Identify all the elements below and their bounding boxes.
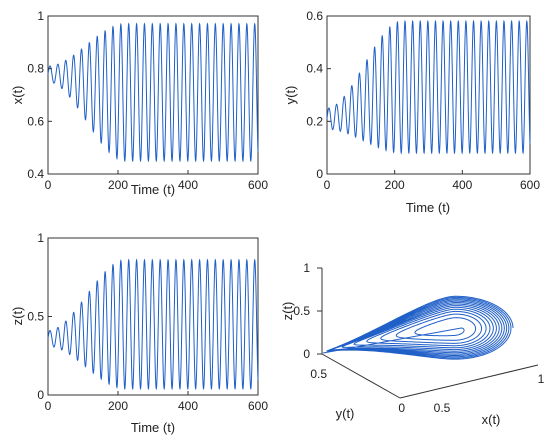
y-series-line — [326, 19, 531, 155]
x-series-line — [47, 22, 259, 163]
z-axis-label: z(t) — [280, 302, 295, 321]
panel-x-time-series: 0.4 0.6 0.8 1 0 200 400 600 Time (t) x(t) — [10, 9, 268, 197]
y-tick-label: 1 — [37, 9, 44, 23]
y-axis-label: y(t) — [336, 406, 355, 421]
y-axis-label: y(t) — [283, 86, 298, 105]
x-axis-label: Time (t) — [131, 420, 175, 435]
y-axis-label: z(t) — [10, 307, 25, 326]
x-tick-label: 1 — [538, 372, 545, 386]
y-tick-label: 0 — [37, 388, 44, 402]
x-axis-line — [399, 364, 539, 399]
y-tick-label: 0.5 — [310, 367, 327, 381]
y-tick-label: 0.6 — [306, 9, 323, 23]
panel-y-time-series: 0 0.2 0.4 0.6 0 200 400 600 Time (t) y(t) — [283, 9, 540, 215]
panel-z-time-series: 0 0.5 1 0 200 400 600 Time (t) z(t) — [10, 231, 268, 435]
x-tick-label: 400 — [178, 399, 198, 413]
x-tick-label: 400 — [452, 178, 472, 192]
y-tick-label: 0.4 — [306, 62, 323, 76]
x-tick-label: 0 — [45, 178, 52, 192]
x-axis-label: Time (t) — [131, 182, 175, 197]
z-tick-label: 0.5 — [293, 304, 310, 318]
x-tick-label: 0.5 — [434, 401, 451, 415]
z-tick-label: 0 — [303, 347, 310, 361]
y-tick-label: 0.6 — [27, 114, 44, 128]
y-tick-label: 0.5 — [27, 310, 44, 324]
y-axis-label: x(t) — [10, 86, 25, 105]
y-tick-label: 1 — [37, 231, 44, 245]
y-tick-label: 0 — [398, 401, 405, 415]
y-axis-line — [321, 353, 401, 399]
x-tick-label: 200 — [108, 399, 128, 413]
y-tick-label: 0.2 — [306, 114, 323, 128]
z-tick-label: 1 — [303, 261, 310, 275]
x-axis-label: Time (t) — [406, 200, 450, 215]
x-axis-label: x(t) — [482, 412, 501, 427]
phase-trajectory-line — [322, 295, 514, 360]
y-tick-label: 0 — [316, 167, 323, 181]
x-tick-label: 400 — [178, 178, 198, 192]
y-tick-label: 0.8 — [27, 62, 44, 76]
x-tick-label: 0 — [324, 178, 331, 192]
z-series-line — [47, 258, 259, 391]
x-tick-label: 600 — [248, 399, 268, 413]
x-tick-label: 200 — [108, 178, 128, 192]
x-tick-label: 600 — [520, 178, 540, 192]
x-tick-label: 0 — [45, 399, 52, 413]
panel-3d-phase-portrait: 1 0.5 0 0.5 0 0.5 1 z(t) y(t) x(t) — [280, 261, 545, 427]
x-tick-label: 600 — [248, 178, 268, 192]
x-tick-label: 200 — [385, 178, 405, 192]
y-tick-label: 0.4 — [27, 167, 44, 181]
